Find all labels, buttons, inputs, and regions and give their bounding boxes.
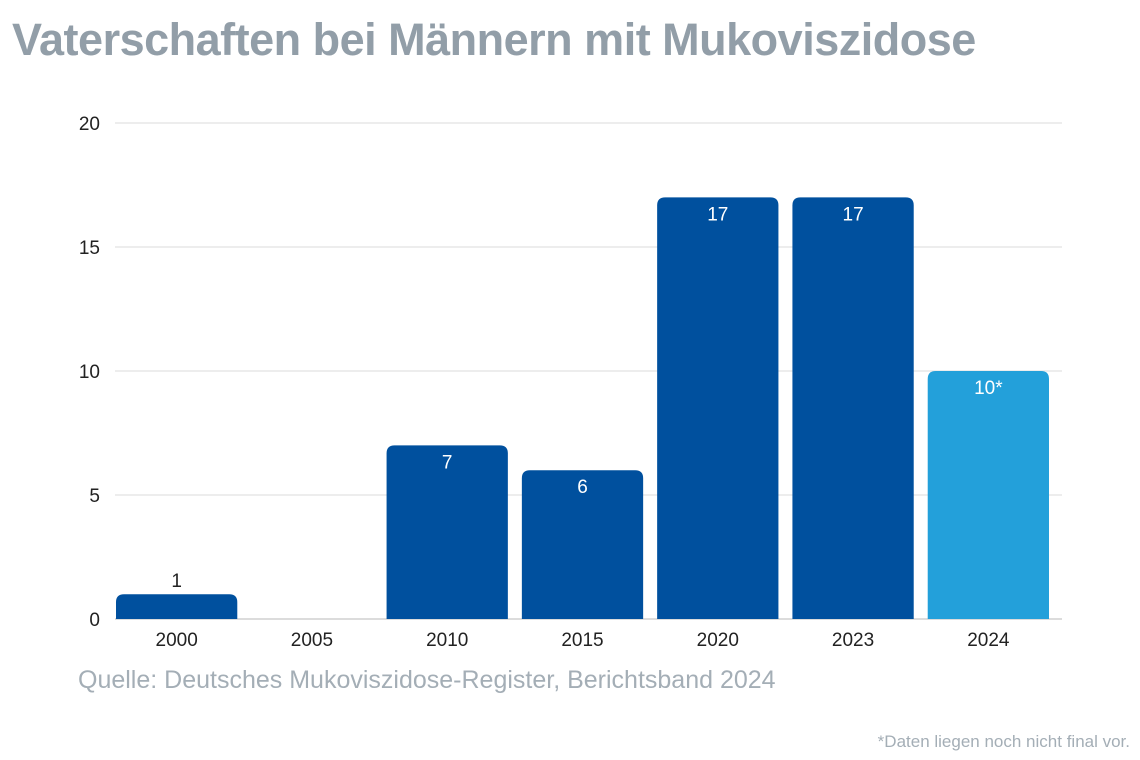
x-tick-label: 2020 [697, 630, 739, 651]
data-label: 1 [171, 571, 182, 592]
y-tick-label: 20 [79, 114, 100, 135]
x-tick-label: 2010 [426, 630, 468, 651]
bar-2015 [521, 470, 644, 619]
x-tick-label: 2023 [832, 630, 874, 651]
bar-2023 [792, 197, 914, 619]
y-tick-label: 10 [79, 362, 100, 383]
bar-2020 [657, 197, 779, 619]
bar-2000 [116, 594, 238, 619]
source-note: Quelle: Deutsches Mukoviszidose-Register… [78, 666, 776, 694]
footnote: *Daten liegen noch nicht final vor. [877, 732, 1130, 751]
x-tick-label: 2015 [561, 630, 603, 651]
y-tick-label: 15 [79, 238, 100, 259]
x-tick-label: 2005 [291, 630, 333, 651]
bar-2010 [386, 445, 508, 619]
y-tick-label: 0 [89, 610, 100, 631]
bar-2024 [927, 371, 1049, 619]
x-tick-label: 2000 [156, 630, 198, 651]
data-label: 6 [577, 477, 588, 498]
y-tick-label: 5 [89, 486, 100, 507]
data-label: 10* [974, 378, 1003, 399]
data-label: 17 [843, 204, 864, 225]
data-label: 17 [707, 204, 728, 225]
data-label: 7 [442, 452, 453, 473]
chart-title: Vaterschaften bei Männern mit Mukoviszid… [12, 14, 976, 65]
x-tick-label: 2024 [967, 630, 1010, 651]
